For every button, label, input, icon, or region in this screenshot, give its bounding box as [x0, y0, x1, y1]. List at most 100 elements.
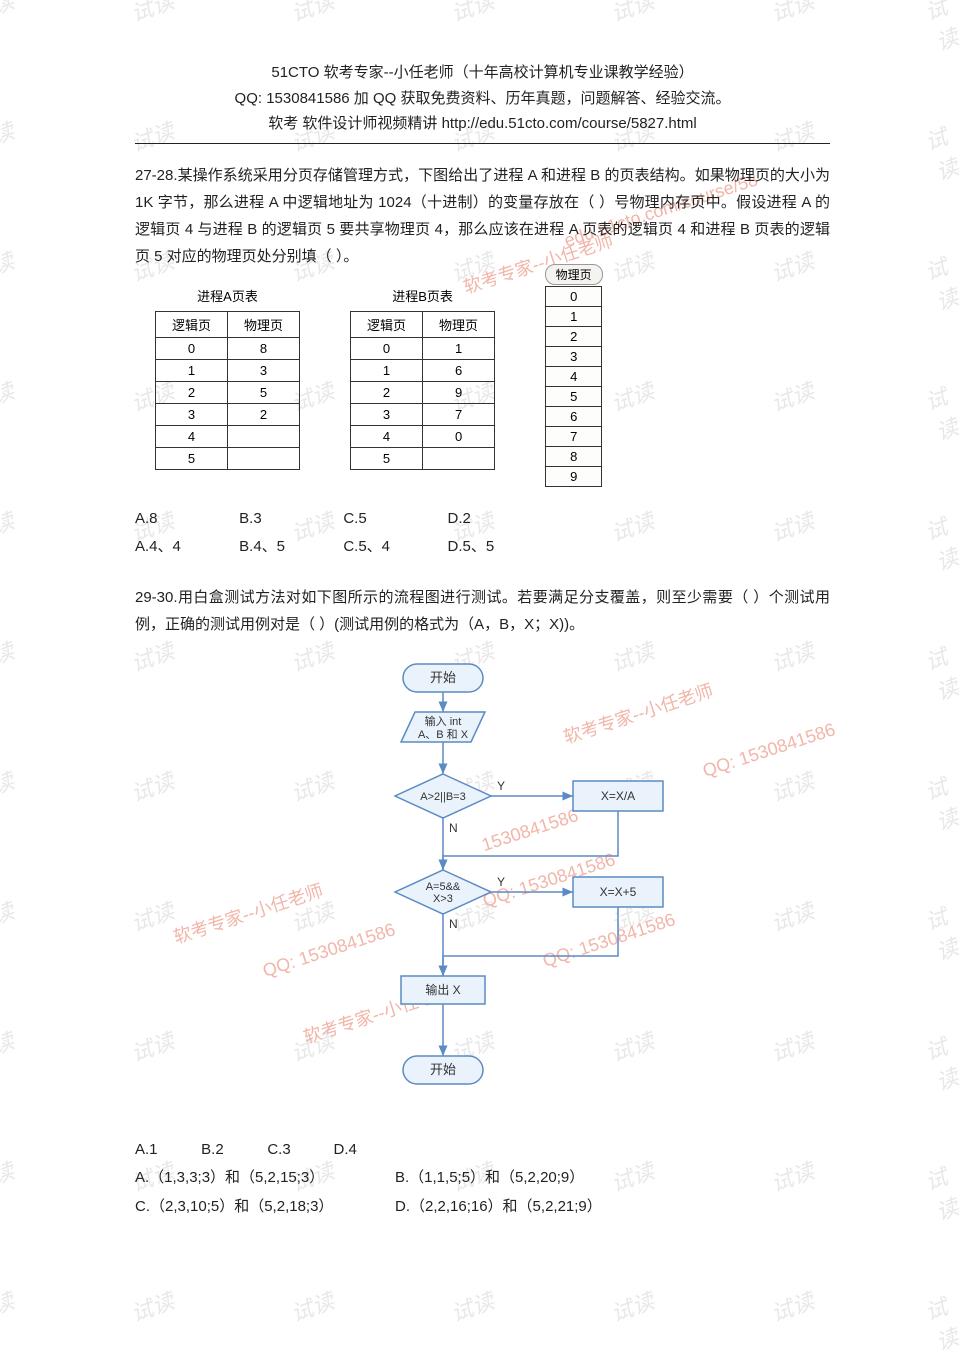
table-cell: 3: [156, 403, 228, 425]
table-cell: 5: [546, 386, 602, 406]
watermark-text: 试读: [286, 1283, 338, 1328]
page-header: 51CTO 软考专家--小任老师（十年高校计算机专业课教学经验） QQ: 153…: [135, 60, 830, 144]
table-cell: 0: [546, 286, 602, 306]
table-b-caption: 进程B页表: [350, 286, 495, 305]
table-row: 6: [546, 406, 602, 426]
q28-opt-d: D.5、5: [448, 533, 548, 562]
physical-page-label: 物理页: [545, 264, 603, 285]
table-a-caption: 进程A页表: [155, 286, 300, 305]
table-row: 1: [546, 306, 602, 326]
table-cell: 3: [351, 403, 423, 425]
q27-opt-b: B.3: [239, 505, 339, 534]
svg-text:输入 int: 输入 int: [424, 714, 461, 728]
header-line-2: QQ: 1530841586 加 QQ 获取免费资料、历年真题，问题解答、经验交…: [135, 86, 830, 112]
table-cell: 8: [546, 446, 602, 466]
q29-opt-d: D.4: [334, 1136, 396, 1165]
watermark-text: 试读: [446, 1283, 498, 1328]
table-cell: 2: [228, 403, 300, 425]
table-row: 4: [546, 366, 602, 386]
svg-text:Y: Y: [497, 779, 505, 793]
table-row: 0: [546, 286, 602, 306]
q28-opt-a: A.4、4: [135, 533, 235, 562]
table-row: 32: [156, 403, 300, 425]
table-cell: 9: [546, 466, 602, 486]
q29-opt-b: B.2: [201, 1136, 263, 1165]
table-cell: 7: [546, 426, 602, 446]
table-row: 40: [351, 425, 495, 447]
table-cell: 5: [351, 447, 423, 469]
header-line-1: 51CTO 软考专家--小任老师（十年高校计算机专业课教学经验）: [135, 60, 830, 86]
table-cell: 6: [423, 359, 495, 381]
svg-text:开始: 开始: [429, 670, 455, 685]
table-header-cell: 物理页: [228, 311, 300, 337]
watermark-text: 试读: [126, 1283, 178, 1328]
table-cell: 1: [156, 359, 228, 381]
q27-opt-c: C.5: [343, 505, 443, 534]
table-cell: 4: [351, 425, 423, 447]
watermark-text: 试读: [0, 1283, 18, 1328]
q29-30-options: A.1 B.2 C.3 D.4 A.（1,3,3;3）和（5,2,15;3） B…: [135, 1136, 830, 1222]
q28-opt-b: B.4、5: [239, 533, 339, 562]
table-row: 3: [546, 346, 602, 366]
flowchart-diagram: 开始输入 intA、B 和 XA>2||B=3YX=X/ANA=5&&X>3YX…: [273, 656, 693, 1116]
process-a-table-wrap: 进程A页表 逻辑页物理页0813253245: [155, 286, 300, 470]
question-29-30-text: 29-30.用白盒测试方法对如下图所示的流程图进行测试。若要满足分支覆盖，则至少…: [135, 584, 830, 638]
q27-opt-a: A.8: [135, 505, 235, 534]
q29-opt-a: A.1: [135, 1136, 197, 1165]
table-row: 8: [546, 446, 602, 466]
table-row: 5: [351, 447, 495, 469]
table-cell: 1: [546, 306, 602, 326]
process-b-table-wrap: 进程B页表 逻辑页物理页01162937405: [350, 286, 495, 470]
table-cell: 1: [423, 337, 495, 359]
q30-opt-c: C.（2,3,10;5）和（5,2,18;3）: [135, 1193, 395, 1222]
svg-text:开始: 开始: [429, 1062, 455, 1077]
page-tables-row: 进程A页表 逻辑页物理页0813253245 进程B页表 逻辑页物理页01162…: [155, 286, 830, 487]
table-cell: 4: [546, 366, 602, 386]
table-row: 5: [546, 386, 602, 406]
table-cell: 4: [156, 425, 228, 447]
q29-opt-c: C.3: [267, 1136, 329, 1165]
physical-page-wrap: 物理页 0123456789: [545, 286, 602, 487]
watermark-text: 试读: [920, 1287, 960, 1357]
table-cell: [423, 447, 495, 469]
question-27-28-text: 27-28.某操作系统采用分页存储管理方式，下图给出了进程 A 和进程 B 的页…: [135, 162, 830, 270]
table-header-cell: 逻辑页: [156, 311, 228, 337]
svg-text:N: N: [449, 917, 458, 931]
q30-opt-a: A.（1,3,3;3）和（5,2,15;3）: [135, 1164, 395, 1193]
q27-opt-d: D.2: [448, 505, 548, 534]
svg-text:A>2||B=3: A>2||B=3: [420, 791, 465, 803]
table-cell: 3: [228, 359, 300, 381]
table-cell: 2: [351, 381, 423, 403]
q27-options: A.8 B.3 C.5 D.2 A.4、4 B.4、5 C.5、4 D.5、5: [135, 505, 830, 562]
table-cell: 6: [546, 406, 602, 426]
table-cell: 7: [423, 403, 495, 425]
svg-text:输出 X: 输出 X: [425, 982, 460, 997]
table-cell: 0: [156, 337, 228, 359]
table-row: 29: [351, 381, 495, 403]
table-cell: 2: [546, 326, 602, 346]
table-header-cell: 逻辑页: [351, 311, 423, 337]
table-row: 9: [546, 466, 602, 486]
table-cell: 2: [156, 381, 228, 403]
watermark-text: 试读: [766, 1283, 818, 1328]
svg-text:A、B 和 X: A、B 和 X: [417, 728, 468, 741]
q28-opt-c: C.5、4: [343, 533, 443, 562]
table-cell: [228, 425, 300, 447]
table-cell: 5: [156, 447, 228, 469]
table-cell: [228, 447, 300, 469]
header-line-3: 软考 软件设计师视频精讲 http://edu.51cto.com/course…: [135, 111, 830, 137]
table-row: 7: [546, 426, 602, 446]
svg-text:X=X/A: X=X/A: [600, 789, 634, 803]
table-row: 16: [351, 359, 495, 381]
svg-text:A=5&&: A=5&&: [425, 881, 460, 893]
table-row: 01: [351, 337, 495, 359]
table-row: 08: [156, 337, 300, 359]
svg-text:X>3: X>3: [433, 893, 453, 905]
table-cell: 0: [351, 337, 423, 359]
physical-page-table: 0123456789: [545, 286, 602, 487]
svg-text:X=X+5: X=X+5: [599, 885, 636, 899]
svg-text:N: N: [449, 821, 458, 835]
table-row: 4: [156, 425, 300, 447]
svg-text:Y: Y: [497, 875, 505, 889]
page-content: 51CTO 软考专家--小任老师（十年高校计算机专业课教学经验） QQ: 153…: [0, 0, 960, 1261]
